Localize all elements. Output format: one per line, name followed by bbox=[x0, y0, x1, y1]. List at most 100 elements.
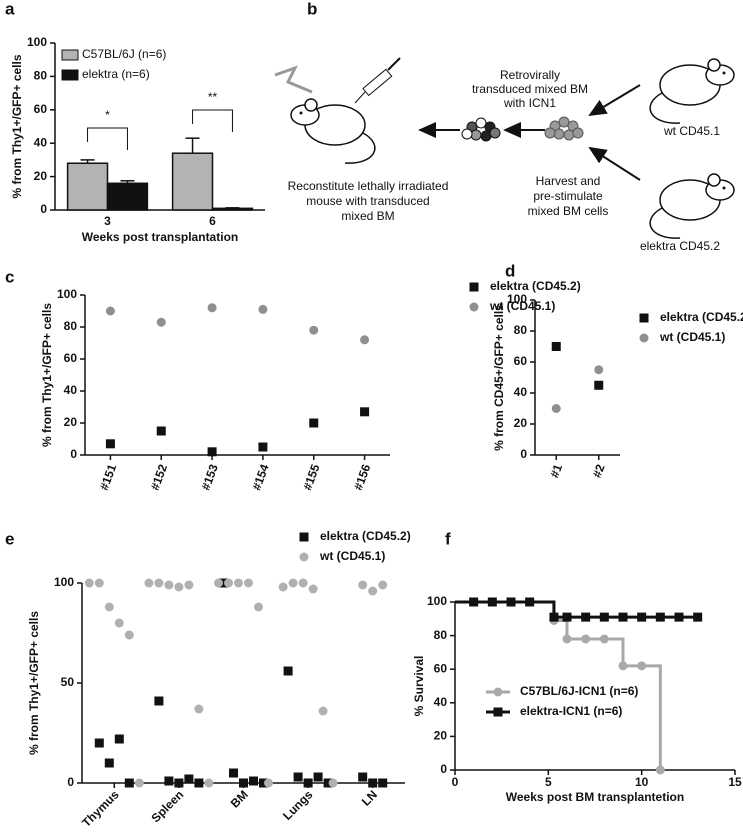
point bbox=[154, 696, 164, 706]
point bbox=[298, 578, 308, 588]
panel-label: c bbox=[5, 267, 14, 286]
point bbox=[194, 778, 204, 788]
arrow bbox=[588, 84, 641, 117]
x-tick-label: Thymus bbox=[79, 787, 122, 830]
point bbox=[562, 634, 572, 644]
legend-label: elektra (n=6) bbox=[82, 67, 150, 81]
arrow bbox=[588, 146, 641, 181]
significance-label: * bbox=[105, 108, 110, 122]
point bbox=[244, 578, 253, 588]
point bbox=[288, 578, 298, 588]
point bbox=[303, 778, 313, 788]
point bbox=[239, 778, 248, 788]
point bbox=[506, 597, 516, 607]
bar bbox=[66, 162, 109, 211]
point bbox=[525, 597, 535, 607]
y-tick-label: 80 bbox=[64, 319, 78, 333]
x-tick-label: #1 bbox=[547, 462, 565, 480]
syringe-plunger bbox=[387, 57, 401, 71]
y-tick-label: 0 bbox=[70, 447, 77, 461]
wt-mouse bbox=[649, 58, 735, 124]
y-tick-label: 40 bbox=[514, 385, 528, 399]
step-label: Retrovirally bbox=[500, 68, 560, 82]
point bbox=[104, 758, 114, 768]
recipient-mouse bbox=[290, 98, 376, 164]
step-label: mixed BM cells bbox=[528, 204, 609, 218]
point bbox=[124, 778, 134, 788]
point bbox=[219, 578, 228, 588]
point bbox=[249, 776, 258, 786]
x-axis-label: Weeks post transplantation bbox=[82, 230, 238, 244]
x-tick-label: LN bbox=[359, 787, 380, 808]
point bbox=[174, 582, 184, 592]
point bbox=[224, 578, 233, 588]
point bbox=[309, 325, 319, 335]
irradiation-bolt bbox=[274, 65, 313, 94]
point bbox=[258, 304, 268, 314]
panel-label: e bbox=[5, 529, 14, 548]
legend-marker bbox=[469, 282, 479, 292]
cell bbox=[563, 129, 575, 141]
x-tick-label: Spleen bbox=[149, 787, 187, 825]
y-axis-label: % from Thy1+/GFP+ cells bbox=[27, 611, 41, 755]
point bbox=[174, 778, 184, 788]
cell bbox=[558, 116, 570, 128]
point bbox=[674, 612, 684, 622]
point bbox=[469, 597, 479, 607]
point bbox=[259, 778, 268, 788]
y-tick-label: 40 bbox=[64, 383, 78, 397]
x-tick-label: #155 bbox=[300, 462, 322, 492]
point bbox=[368, 586, 378, 596]
point bbox=[114, 618, 124, 628]
legend-label: elektra (CD45.2) bbox=[660, 310, 743, 324]
point bbox=[184, 774, 194, 784]
x-tick-label: 3 bbox=[104, 214, 111, 228]
point bbox=[258, 442, 268, 452]
y-tick-label: 100 bbox=[54, 575, 74, 589]
legend-swatch bbox=[61, 69, 79, 81]
point bbox=[637, 612, 647, 622]
y-tick-label: 80 bbox=[514, 323, 528, 337]
point bbox=[293, 772, 303, 782]
legend-label: wt (CD45.1) bbox=[489, 299, 555, 313]
step-label: mouse with transduced bbox=[306, 194, 429, 208]
point bbox=[360, 407, 370, 417]
point bbox=[487, 597, 497, 607]
survival-step bbox=[529, 600, 556, 618]
point bbox=[114, 734, 124, 744]
point bbox=[581, 634, 591, 644]
point bbox=[214, 578, 223, 588]
point bbox=[551, 342, 561, 351]
x-tick-label: 6 bbox=[209, 214, 216, 228]
point bbox=[94, 738, 104, 748]
x-tick-label: 15 bbox=[728, 775, 742, 789]
point bbox=[655, 612, 665, 622]
legend-marker bbox=[299, 552, 309, 562]
y-axis-label: % from CD45+/GFP+ cells bbox=[492, 304, 506, 451]
y-tick-label: 0 bbox=[67, 775, 74, 789]
panel-label: d bbox=[505, 261, 515, 280]
y-tick-label: 100 bbox=[27, 35, 47, 49]
point bbox=[313, 772, 323, 782]
x-tick-label: #156 bbox=[351, 462, 373, 492]
legend-marker bbox=[299, 532, 309, 542]
y-tick-label: 80 bbox=[434, 628, 448, 642]
point bbox=[84, 578, 94, 588]
step-label: with ICN1 bbox=[503, 96, 556, 110]
legend-label: C57BL/6J (n=6) bbox=[82, 47, 166, 61]
y-tick-label: 40 bbox=[34, 135, 48, 149]
point bbox=[551, 404, 561, 413]
point bbox=[378, 580, 388, 590]
mixed-cells bbox=[544, 116, 584, 141]
point bbox=[94, 578, 104, 588]
significance-bracket bbox=[192, 109, 233, 132]
step-label: Reconstitute lethally irradiated bbox=[288, 179, 449, 193]
y-tick-label: 0 bbox=[520, 447, 527, 461]
x-tick-label: Lungs bbox=[280, 787, 316, 823]
cell bbox=[475, 117, 487, 129]
point bbox=[278, 582, 288, 592]
panel-label: f bbox=[445, 529, 451, 548]
y-tick-label: 20 bbox=[64, 415, 78, 429]
